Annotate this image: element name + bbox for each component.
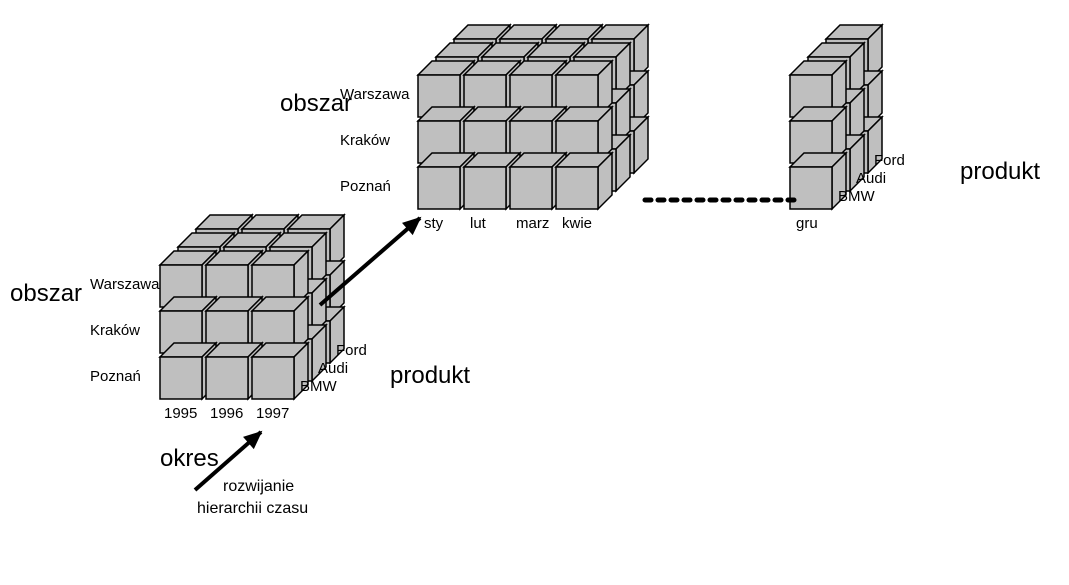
cube1-depth-label: BMW xyxy=(300,378,337,395)
label-produkt-1: produkt xyxy=(390,362,470,390)
cube1-col-label: 1995 xyxy=(164,405,197,422)
label-obszar-1: obszar xyxy=(10,280,82,308)
label-okres: okres xyxy=(160,445,219,473)
label-rozwijanie-2: hierarchii czasu xyxy=(197,500,308,518)
cube3-depth-label: Ford xyxy=(874,152,905,169)
cube1-depth-label: Audi xyxy=(318,360,348,377)
cube2-row-label: Poznań xyxy=(340,178,391,195)
cube2-col-label: sty xyxy=(424,215,443,232)
label-rozwijanie-1: rozwijanie xyxy=(223,478,294,496)
label-produkt-2: produkt xyxy=(960,158,1040,186)
cube1-col-label: 1997 xyxy=(256,405,289,422)
label-obszar-2: obszar xyxy=(280,90,352,118)
cube1-row-label: Warszawa xyxy=(90,276,159,293)
diagram-svg xyxy=(0,0,1069,585)
cube2-col-label: marz xyxy=(516,215,549,232)
cube1-row-label: Poznań xyxy=(90,368,141,385)
cube2-col-label: lut xyxy=(470,215,486,232)
cube3-depth-label: Audi xyxy=(856,170,886,187)
cube2-row-label: Kraków xyxy=(340,132,390,149)
cube3-col-label: gru xyxy=(796,215,818,232)
cube1-col-label: 1996 xyxy=(210,405,243,422)
cube2-col-label: kwie xyxy=(562,215,592,232)
cube3-depth-label: BMW xyxy=(838,188,875,205)
cube1-depth-label: Ford xyxy=(336,342,367,359)
cube1-row-label: Kraków xyxy=(90,322,140,339)
